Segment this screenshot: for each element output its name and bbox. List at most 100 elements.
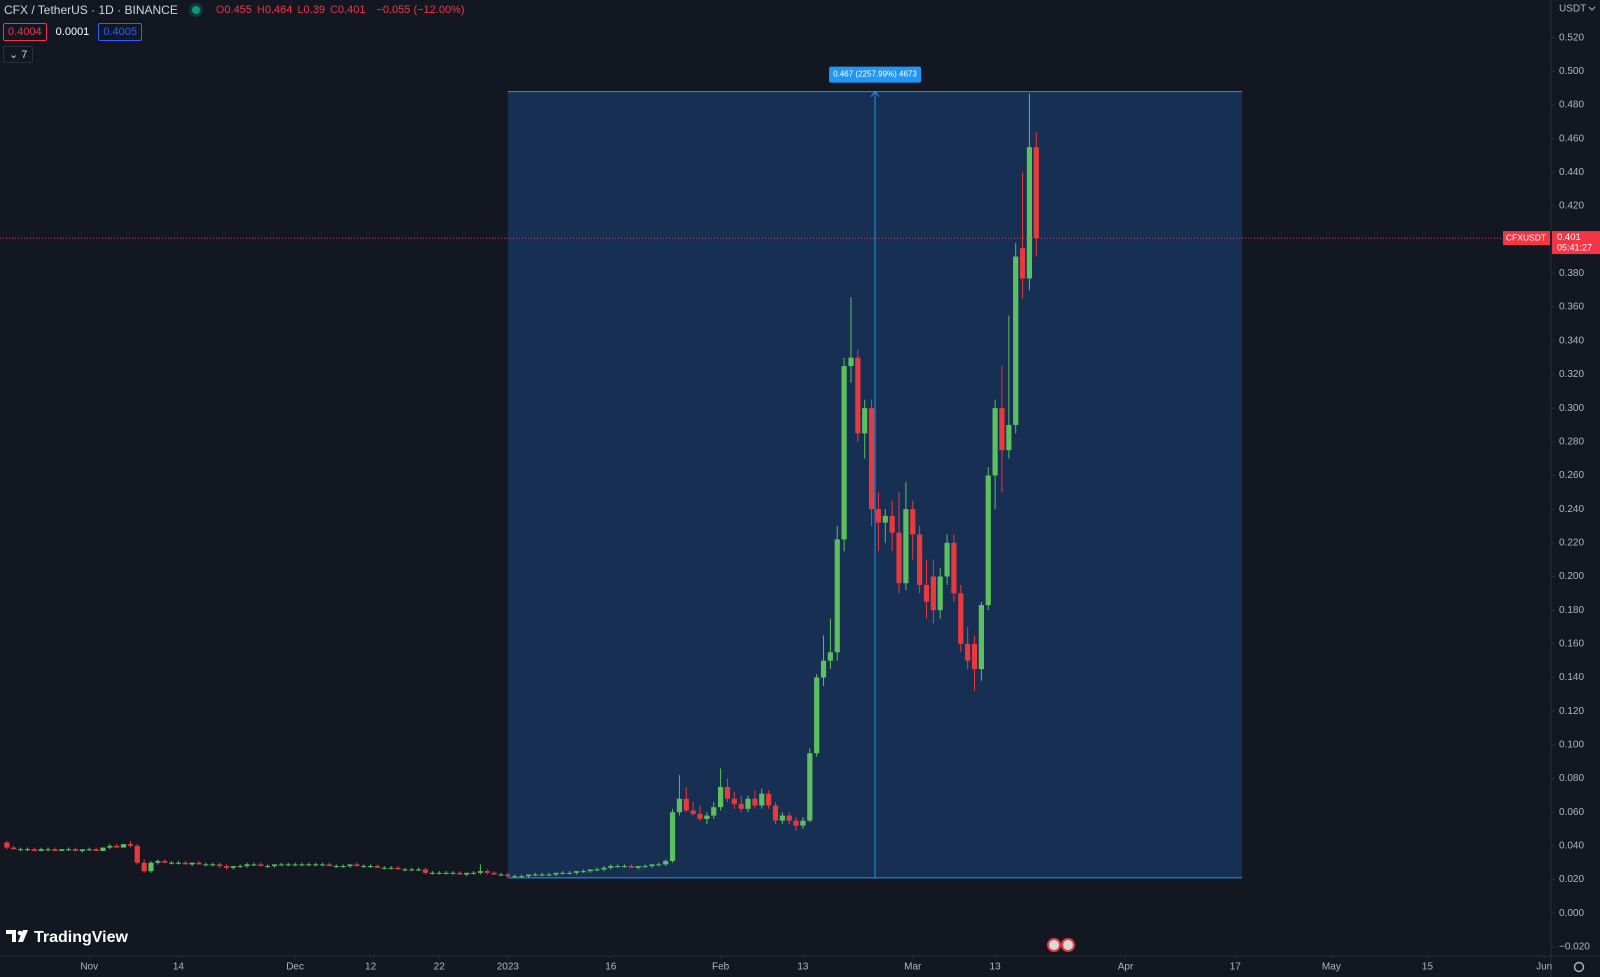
- candle-body: [498, 874, 504, 876]
- candle-body: [553, 872, 559, 875]
- y-tick-label: 0.420: [1559, 201, 1584, 212]
- change: −0.055 (−12.00%): [376, 4, 465, 16]
- x-tick-label: 22: [434, 962, 446, 973]
- candle-body: [491, 872, 497, 875]
- candle-body: [985, 475, 991, 606]
- event-flags[interactable]: [1047, 938, 1075, 952]
- candle-body: [1013, 256, 1019, 425]
- bid[interactable]: 0.4004: [3, 23, 47, 41]
- candle-body: [868, 408, 875, 510]
- y-tick-label: 0.020: [1559, 874, 1584, 885]
- candle-body: [827, 652, 834, 661]
- y-tick-label: 0.460: [1559, 133, 1584, 144]
- candle-body: [470, 872, 477, 874]
- candle-body: [100, 847, 106, 851]
- candle-body: [203, 864, 209, 866]
- candle-body: [903, 509, 909, 584]
- symbol[interactable]: CFX / TetherUS · 1D · BINANCE: [4, 3, 178, 17]
- y-tick-label: 0.260: [1559, 470, 1584, 481]
- candle-body: [265, 866, 271, 868]
- x-tick-label: 2023: [497, 962, 520, 973]
- candle-body: [416, 869, 422, 871]
- candle-body: [278, 864, 284, 866]
- candle-body: [525, 874, 532, 877]
- y-tick-label: 0.300: [1559, 403, 1584, 414]
- candle-body: [656, 864, 662, 866]
- candle-body: [1019, 248, 1026, 279]
- y-tick-label: 0.100: [1559, 740, 1584, 751]
- candle-body: [395, 867, 401, 870]
- legend-value: 0.39: [303, 4, 325, 16]
- candle-body: [114, 845, 120, 848]
- candle-body: [951, 542, 957, 594]
- candle-body: [217, 864, 223, 867]
- candle-body: [621, 866, 628, 868]
- candle-body: [244, 864, 250, 867]
- legend-key: C: [329, 4, 338, 16]
- candle-body: [333, 866, 339, 868]
- x-tick-label: Mar: [904, 962, 922, 973]
- candle-body: [937, 576, 943, 611]
- candle-body: [134, 845, 140, 863]
- candle-body: [965, 643, 971, 661]
- candle-body: [814, 677, 820, 754]
- candle-body: [210, 864, 216, 866]
- candle-body: [999, 408, 1005, 451]
- x-tick-label: 13: [797, 962, 809, 973]
- candle-body: [155, 861, 161, 863]
- x-tick-label: Nov: [80, 962, 98, 973]
- candle-body: [1006, 424, 1012, 451]
- y-tick-label: −0.020: [1559, 942, 1590, 953]
- candle-body: [862, 408, 868, 434]
- candle-body: [148, 862, 154, 872]
- candle-body: [738, 803, 744, 809]
- candle-body: [875, 509, 882, 523]
- candle-body: [443, 872, 449, 874]
- candle-body: [676, 798, 683, 813]
- measure-arrowhead: [870, 90, 880, 97]
- candle-body: [567, 872, 573, 874]
- candle-body: [752, 798, 758, 806]
- x-tick-label: Apr: [1118, 962, 1134, 973]
- candle-body: [258, 864, 264, 867]
- candle-body: [724, 786, 731, 799]
- logo: TradingView: [6, 929, 129, 946]
- candle-body: [361, 866, 367, 868]
- last-price-box: [1552, 231, 1600, 255]
- candle-body: [477, 871, 484, 873]
- candle-body: [120, 844, 127, 848]
- candle-body: [326, 864, 333, 867]
- candle-body: [436, 872, 442, 874]
- candle-body: [971, 643, 978, 670]
- candle-body: [518, 876, 525, 878]
- y-tick-label: 0.160: [1559, 638, 1584, 649]
- candle-body: [601, 867, 607, 870]
- legend-key: H: [256, 4, 265, 16]
- settings-icon[interactable]: [1573, 961, 1585, 973]
- measure-label: 0.467 (2257.99%) 4673: [833, 70, 917, 79]
- quote-boxes: 0.4004 0.0001 0.4005: [3, 23, 142, 41]
- y-tick-label: 0.220: [1559, 537, 1584, 548]
- measure-label-box: [829, 66, 922, 83]
- candle-body: [223, 866, 230, 868]
- candle-body: [299, 864, 305, 866]
- event-flag[interactable]: [1047, 938, 1061, 952]
- candle-body: [896, 532, 902, 584]
- indicators-toggle[interactable]: ⌄ 7: [3, 46, 34, 63]
- x-tick-label: 12: [365, 962, 377, 973]
- y-tick-label: 0.240: [1559, 504, 1584, 515]
- candle-body: [766, 793, 772, 806]
- currency-label[interactable]: USDT: [1559, 4, 1586, 15]
- candle-body: [628, 866, 634, 868]
- candle-body: [38, 849, 44, 851]
- candle-body: [992, 408, 998, 476]
- candle-body: [786, 815, 792, 821]
- x-tick-label: Dec: [286, 962, 304, 973]
- logo-mark: [6, 930, 28, 942]
- ask[interactable]: 0.4005: [98, 23, 142, 41]
- candle-body: [292, 864, 298, 866]
- x-tick-label: 13: [990, 962, 1002, 973]
- gear[interactable]: [1573, 961, 1585, 973]
- event-flag[interactable]: [1061, 938, 1075, 952]
- candle-body: [127, 844, 134, 846]
